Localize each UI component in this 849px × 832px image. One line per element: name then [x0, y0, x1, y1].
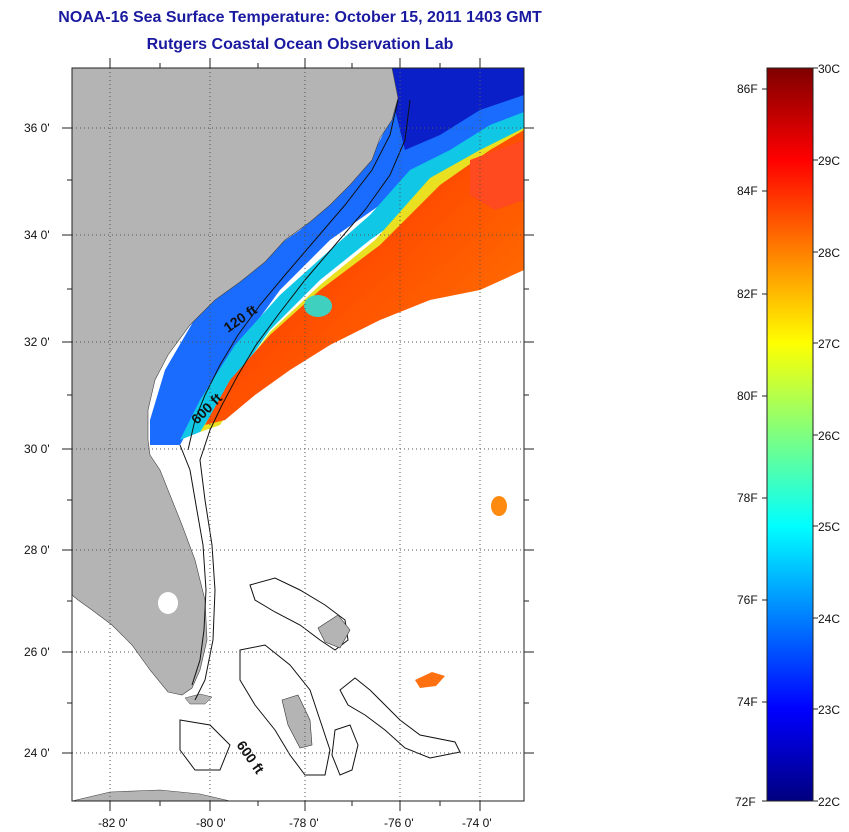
bahamas-bank-east	[339, 677, 461, 759]
bahamas-bank-south	[331, 724, 359, 776]
lat-label: 34 0'	[24, 228, 50, 242]
colorbar-f-label: 74F	[737, 695, 758, 709]
sst-patch-east	[491, 496, 507, 516]
colorbar-f-label: 82F	[737, 287, 758, 301]
lat-label: 36 0'	[24, 121, 50, 135]
colorbar-c-label: 24C	[818, 612, 840, 626]
colorbar-c-label: 22C	[818, 795, 840, 809]
land-grand-bahama	[317, 614, 351, 649]
contour-120ft	[187, 99, 399, 451]
sst-cyan-band	[180, 112, 524, 440]
lat-label: 28 0'	[24, 543, 50, 557]
sst-patch-bahamas	[415, 672, 445, 688]
colorbar-f-label: 76F	[737, 593, 758, 607]
lat-label: 26 0'	[24, 645, 50, 659]
sst-deep-blue-north	[390, 68, 524, 150]
lat-label: 32 0'	[24, 335, 50, 349]
colorbar-f-label: 86F	[737, 82, 758, 96]
colorbar-c-label: 29C	[818, 154, 840, 168]
land-andros	[281, 694, 313, 749]
sst-eddy	[304, 295, 332, 317]
map-title: NOAA-16 Sea Surface Temperature: October…	[58, 9, 542, 26]
map-ticks	[62, 58, 534, 811]
bahamas-bank-great	[239, 644, 331, 776]
lake-okeechobee	[158, 592, 178, 614]
lon-label: -78 0'	[289, 816, 319, 830]
lon-label: -76 0'	[384, 816, 414, 830]
colorbar-f-label: 84F	[737, 184, 758, 198]
sst-warm-offshore	[470, 140, 524, 210]
lat-label: 30 0'	[24, 442, 50, 456]
colorbar-f-label: 72F	[735, 795, 756, 809]
map-panel	[72, 68, 524, 801]
map-gridlines	[72, 68, 524, 801]
colorbar-c-label: 27C	[818, 337, 840, 351]
colorbar: 86F 84F 82F 80F 78F 76F 74F 72F 30C 29C …	[735, 62, 840, 809]
contour-florida-shelf	[179, 444, 207, 686]
land-cuba	[72, 789, 231, 801]
colorbar-c-label: 23C	[818, 703, 840, 717]
colorbar-c-label: 25C	[818, 520, 840, 534]
colorbar-c-label: 28C	[818, 246, 840, 260]
lon-label: -74 0'	[462, 816, 492, 830]
sst-gulf-stream	[205, 130, 524, 425]
map-subtitle: Rutgers Coastal Ocean Observation Lab	[146, 36, 454, 53]
colorbar-ticks	[762, 67, 818, 802]
lon-label: -80 0'	[196, 816, 226, 830]
land-us-east-coast	[72, 68, 399, 696]
colorbar-c-label: 30C	[818, 62, 840, 76]
colorbar-f-label: 80F	[737, 389, 758, 403]
lat-label: 24 0'	[24, 746, 50, 760]
colorbar-f-label: 78F	[737, 491, 758, 505]
map-frame	[71, 67, 525, 802]
colorbar-c-label: 26C	[818, 429, 840, 443]
contour-600ft	[194, 99, 411, 701]
colorbar-gradient	[766, 67, 814, 802]
lon-label: -82 0'	[98, 816, 128, 830]
